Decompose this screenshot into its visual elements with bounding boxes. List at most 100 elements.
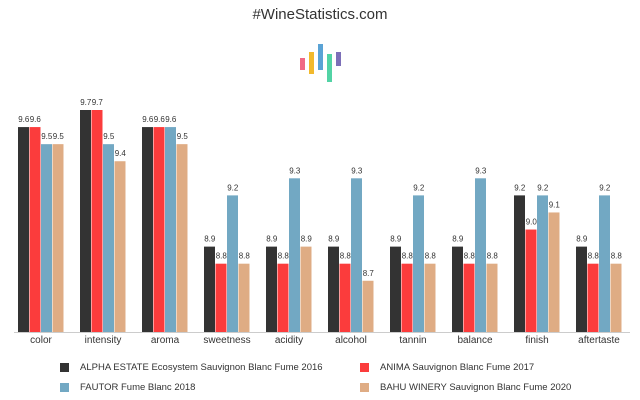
- data-label: 9.2: [227, 183, 239, 192]
- data-label: 9.3: [351, 166, 363, 175]
- data-label: 9.7: [92, 98, 104, 107]
- data-label: 8.9: [266, 235, 278, 244]
- data-label: 9.2: [413, 183, 425, 192]
- data-label: 9.6: [142, 115, 154, 124]
- legend-swatch: [360, 383, 369, 392]
- data-label: 9.6: [165, 115, 177, 124]
- data-label: 8.8: [402, 252, 414, 261]
- x-tick-label: intensity: [85, 335, 122, 346]
- bar: [289, 178, 300, 332]
- data-label: 9.2: [599, 183, 611, 192]
- data-label: 8.8: [340, 252, 352, 261]
- x-tick-label: color: [30, 335, 52, 346]
- x-tick-label: acidity: [275, 335, 303, 346]
- data-label: 9.6: [18, 115, 30, 124]
- bar: [401, 263, 413, 332]
- x-tick-label: tannin: [399, 335, 426, 346]
- data-label: 9.0: [526, 218, 538, 227]
- bar: [424, 263, 436, 332]
- bar: [29, 127, 41, 332]
- bar: [475, 178, 486, 332]
- data-label: 9.7: [80, 98, 92, 107]
- logo-bar: [309, 52, 314, 74]
- data-label: 9.1: [549, 200, 561, 209]
- bar: [277, 263, 289, 332]
- data-label: 9.6: [154, 115, 166, 124]
- bar: [525, 229, 537, 332]
- bar: [413, 195, 424, 332]
- bar: [463, 263, 475, 332]
- bar: [486, 263, 498, 332]
- bar: [165, 127, 176, 332]
- data-label: 9.3: [475, 166, 487, 175]
- bar: [142, 127, 153, 332]
- legend-label: ANIMA Sauvignon Blanc Fume 2017: [380, 362, 535, 373]
- bar: [599, 195, 610, 332]
- legend-swatch: [360, 363, 369, 372]
- bar: [610, 263, 622, 332]
- bar: [537, 195, 548, 332]
- data-label: 8.8: [588, 252, 600, 261]
- x-tick-label: balance: [457, 335, 492, 346]
- data-label: 9.2: [514, 183, 526, 192]
- legend-swatch: [60, 363, 69, 372]
- data-label: 9.5: [103, 132, 115, 141]
- bar: [351, 178, 362, 332]
- legend-label: BAHU WINERY Sauvignon Blanc Fume 2020: [380, 382, 572, 393]
- data-label: 8.9: [204, 235, 216, 244]
- bar: [300, 246, 312, 332]
- bar: [238, 263, 250, 332]
- data-label: 8.7: [363, 269, 375, 278]
- x-tick-label: aroma: [151, 335, 180, 346]
- data-label: 8.8: [425, 252, 437, 261]
- legend-swatch: [60, 383, 69, 392]
- data-label: 9.3: [289, 166, 301, 175]
- logo-bar: [300, 58, 305, 70]
- data-label: 9.5: [53, 132, 65, 141]
- bar: [362, 280, 374, 332]
- bar: [91, 110, 103, 332]
- data-label: 8.9: [301, 235, 313, 244]
- data-label: 8.8: [611, 252, 623, 261]
- bar: [576, 246, 587, 332]
- bar: [52, 144, 64, 332]
- bar: [390, 246, 401, 332]
- bar: [266, 246, 277, 332]
- bar: [114, 161, 126, 332]
- data-label: 8.8: [487, 252, 499, 261]
- data-label: 9.6: [30, 115, 42, 124]
- logo-bar: [336, 52, 341, 66]
- bar: [204, 246, 215, 332]
- logo-bar: [318, 44, 323, 70]
- bar: [18, 127, 29, 332]
- x-tick-label: sweetness: [203, 335, 250, 346]
- data-label: 8.9: [576, 235, 588, 244]
- x-tick-label: finish: [525, 335, 548, 346]
- legend-label: FAUTOR Fume Blanc 2018: [80, 382, 196, 393]
- data-label: 9.5: [177, 132, 189, 141]
- logo-bar: [327, 54, 332, 82]
- data-label: 8.8: [278, 252, 290, 261]
- data-label: 8.8: [464, 252, 476, 261]
- bar: [548, 212, 560, 332]
- bar: [452, 246, 463, 332]
- x-tick-label: alcohol: [335, 335, 367, 346]
- bar: [41, 144, 52, 332]
- x-tick-label: aftertaste: [578, 335, 620, 346]
- bar: [514, 195, 525, 332]
- data-label: 8.9: [328, 235, 340, 244]
- data-label: 9.4: [115, 149, 127, 158]
- data-label: 9.2: [537, 183, 549, 192]
- logo-icon: [300, 44, 341, 82]
- data-label: 8.8: [216, 252, 228, 261]
- bar: [80, 110, 91, 332]
- data-label: 8.9: [390, 235, 402, 244]
- bar: [339, 263, 351, 332]
- legend-label: ALPHA ESTATE Ecosystem Sauvignon Blanc F…: [80, 362, 323, 373]
- bar: [587, 263, 599, 332]
- bar: [103, 144, 114, 332]
- bar: [328, 246, 339, 332]
- data-label: 8.9: [452, 235, 464, 244]
- bar: [153, 127, 165, 332]
